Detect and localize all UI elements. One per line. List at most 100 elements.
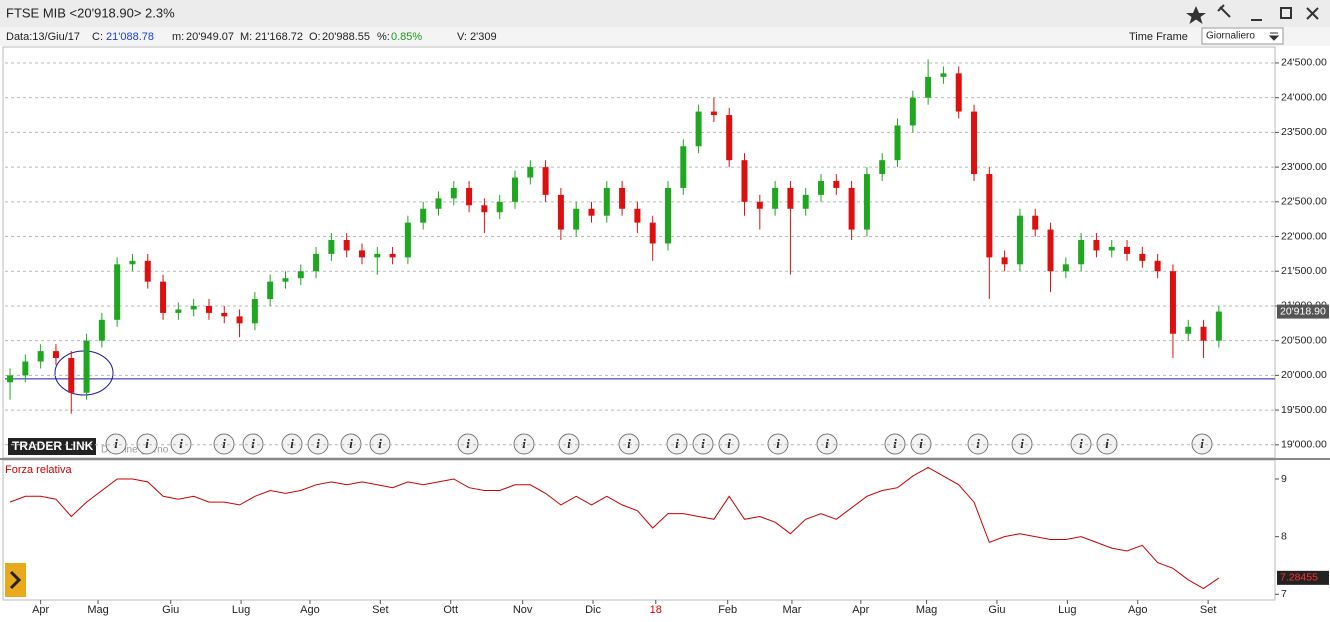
info-icon-glyph[interactable]: i bbox=[893, 436, 897, 451]
info-icon[interactable] bbox=[1096, 433, 1118, 455]
candle-body bbox=[297, 271, 304, 279]
panel-toggle-arrow[interactable] bbox=[9, 570, 22, 590]
info-icon[interactable] bbox=[1011, 433, 1033, 455]
y-tick-label: 9 bbox=[1281, 473, 1287, 485]
last-value-label: 7.28455 bbox=[1280, 572, 1318, 584]
info-icon[interactable] bbox=[816, 433, 838, 455]
info-icon-glyph[interactable]: i bbox=[1105, 436, 1109, 451]
info-icon-glyph[interactable]: i bbox=[776, 436, 780, 451]
info-icon[interactable] bbox=[1191, 433, 1213, 455]
info-icon-glyph[interactable]: i bbox=[701, 436, 705, 451]
candle-body bbox=[1200, 326, 1207, 341]
info-icon[interactable] bbox=[718, 433, 740, 455]
last-value-box bbox=[1277, 304, 1329, 319]
candle-body bbox=[98, 319, 105, 341]
info-icon[interactable] bbox=[1070, 433, 1092, 455]
time-frame-select[interactable] bbox=[1201, 27, 1284, 45]
info-icon[interactable] bbox=[105, 433, 127, 455]
candle-body bbox=[802, 194, 809, 209]
x-tick-label: Set bbox=[1200, 604, 1217, 616]
candle-body bbox=[22, 361, 29, 376]
info-icon-glyph[interactable]: i bbox=[251, 436, 255, 451]
info-icon[interactable] bbox=[618, 433, 640, 455]
info-icon-glyph[interactable]: i bbox=[675, 436, 679, 451]
info-icon[interactable] bbox=[307, 433, 329, 455]
info-icon[interactable] bbox=[369, 433, 391, 455]
info-icon-glyph[interactable]: i bbox=[522, 436, 526, 451]
candle-body bbox=[787, 187, 794, 209]
info-icon[interactable] bbox=[767, 433, 789, 455]
info-icon-glyph[interactable]: i bbox=[919, 436, 923, 451]
y-tick-label: 22'500.00 bbox=[1281, 196, 1327, 208]
info-icon-glyph[interactable]: i bbox=[316, 436, 320, 451]
info-icon-glyph[interactable]: i bbox=[222, 436, 226, 451]
info-icon[interactable] bbox=[967, 433, 989, 455]
info-icon-glyph[interactable]: i bbox=[290, 436, 294, 451]
x-tick-label: Apr bbox=[852, 604, 869, 616]
candle-body bbox=[894, 125, 901, 161]
select-arrow[interactable] bbox=[1268, 32, 1280, 41]
candle-body bbox=[374, 253, 381, 258]
info-icon[interactable] bbox=[558, 433, 580, 455]
info-icon-glyph[interactable]: i bbox=[825, 436, 829, 451]
time-frame-value[interactable]: Giornaliero bbox=[1206, 31, 1255, 42]
candle-body bbox=[83, 340, 90, 393]
candle-body bbox=[848, 187, 855, 230]
candle-body bbox=[619, 187, 626, 209]
candle-body bbox=[955, 73, 962, 112]
info-value: 20'949.07 bbox=[186, 31, 234, 43]
info-icon-glyph[interactable]: i bbox=[466, 436, 470, 451]
candle-body bbox=[909, 97, 916, 126]
info-label: C: bbox=[92, 31, 103, 43]
info-icon[interactable] bbox=[340, 433, 362, 455]
candle-body bbox=[588, 208, 595, 216]
info-icon[interactable] bbox=[281, 433, 303, 455]
info-icon-glyph[interactable]: i bbox=[1079, 436, 1083, 451]
candle-body bbox=[971, 111, 978, 175]
info-icon[interactable] bbox=[242, 433, 264, 455]
title-bar bbox=[0, 0, 1330, 27]
logo: TRADER LINK bbox=[12, 439, 94, 453]
y-tick-label: 20'000.00 bbox=[1281, 369, 1327, 381]
info-icon-glyph[interactable]: i bbox=[627, 436, 631, 451]
info-icon-glyph[interactable]: i bbox=[378, 436, 382, 451]
info-icon-glyph[interactable]: i bbox=[1200, 436, 1204, 451]
info-value: 2'309 bbox=[470, 31, 497, 43]
y-tick-label: 20'500.00 bbox=[1281, 334, 1327, 346]
candle-body bbox=[267, 281, 274, 300]
candle-body bbox=[710, 111, 717, 116]
info-icon-glyph[interactable]: i bbox=[976, 436, 980, 451]
candle-body bbox=[940, 73, 947, 77]
info-icon-glyph[interactable]: i bbox=[179, 436, 183, 451]
y-tick-label: 24'000.00 bbox=[1281, 91, 1327, 103]
x-tick-label: Lug bbox=[232, 604, 250, 616]
lower-panel bbox=[2, 459, 1276, 601]
y-tick-label: 22'000.00 bbox=[1281, 230, 1327, 242]
y-tick-label: 8 bbox=[1281, 530, 1287, 542]
last-value-label: 20'918.90 bbox=[1280, 305, 1326, 317]
candle-body bbox=[1078, 240, 1085, 265]
info-icon[interactable] bbox=[884, 433, 906, 455]
info-icon[interactable] bbox=[513, 433, 535, 455]
info-icon[interactable] bbox=[136, 433, 158, 455]
info-icon-glyph[interactable]: i bbox=[727, 436, 731, 451]
info-icon[interactable] bbox=[170, 433, 192, 455]
info-icon[interactable] bbox=[457, 433, 479, 455]
x-tick-label: Mar bbox=[782, 604, 801, 616]
window-controls[interactable] bbox=[1186, 4, 1319, 24]
candle-body bbox=[695, 111, 702, 147]
info-icon[interactable] bbox=[666, 433, 688, 455]
candle-body bbox=[7, 375, 14, 383]
candle-body bbox=[343, 240, 350, 251]
candle-body bbox=[404, 222, 411, 258]
info-icon-glyph[interactable]: i bbox=[145, 436, 149, 451]
info-icon-glyph[interactable]: i bbox=[114, 436, 118, 451]
info-icon-glyph[interactable]: i bbox=[567, 436, 571, 451]
panel-toggle[interactable] bbox=[5, 563, 26, 597]
info-icon[interactable] bbox=[910, 433, 932, 455]
info-icon[interactable] bbox=[692, 433, 714, 455]
y-tick-label: 23'000.00 bbox=[1281, 161, 1327, 173]
info-icon[interactable] bbox=[213, 433, 235, 455]
info-icon-glyph[interactable]: i bbox=[1020, 436, 1024, 451]
info-icon-glyph[interactable]: i bbox=[349, 436, 353, 451]
